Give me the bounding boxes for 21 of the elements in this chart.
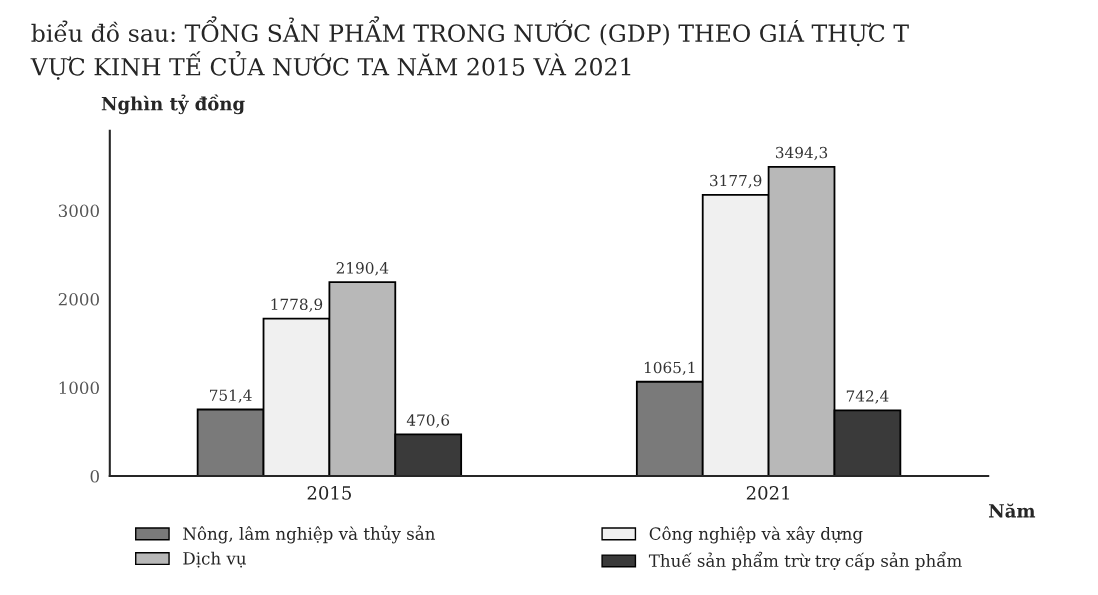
data-label: 742,4 xyxy=(846,390,889,404)
x-axis-title: Năm xyxy=(988,503,1036,518)
data-label: 470,6 xyxy=(406,414,450,428)
y-tick-label: 1000 xyxy=(59,381,99,395)
legend-label: Thuế sản phẩm trừ trợ cấp sản phẩm xyxy=(648,551,962,571)
legend-label: Nông, lâm nghiệp và thủy sản xyxy=(183,525,435,544)
x-tick-label: 2015 xyxy=(307,486,351,500)
data-label: 1065,1 xyxy=(644,361,695,376)
data-label: 1778,9 xyxy=(271,298,323,312)
y-tick-label: 3000 xyxy=(58,204,99,218)
data-label: 2190,4 xyxy=(336,262,389,276)
y-tick-label: 0 xyxy=(90,469,99,483)
y-tick-label: 2000 xyxy=(58,292,99,306)
chart-title: biểu đồ sau: TỔNG SẢN PHẨM TRONG NƯỚC (GDP) THEO GIÁ THỰC T VỰC KINH TẾ CỦA NƯỚC TA NĂM 2015 VÀ 2021 xyxy=(30,16,909,80)
data-label: 751,4 xyxy=(210,389,252,403)
data-label: 3494,3 xyxy=(775,146,828,161)
legend-label: Dịch vụ xyxy=(183,551,246,568)
legend-label: Công nghiệp và xây dựng xyxy=(649,526,863,544)
y-axis-title: Nghìn tỷ đồng xyxy=(101,94,245,115)
x-tick-label: 2021 xyxy=(746,486,790,500)
data-label: 3177,9 xyxy=(710,174,762,189)
